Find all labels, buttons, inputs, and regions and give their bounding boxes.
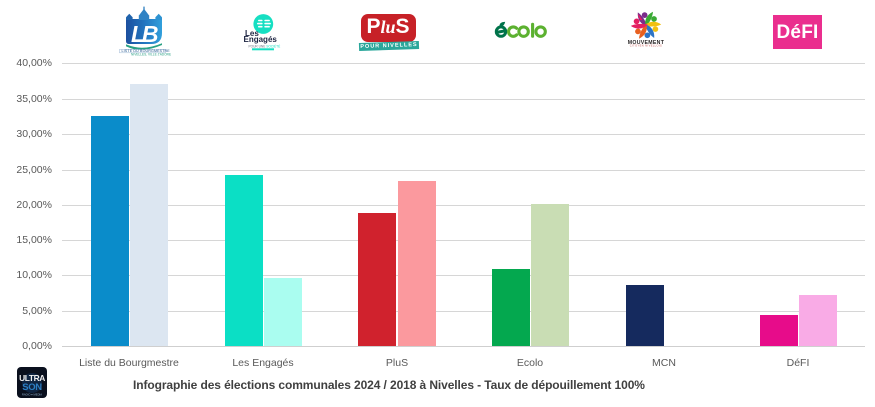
svg-text:POUR UNE SOCIÉTÉ: POUR UNE SOCIÉTÉ	[249, 43, 281, 48]
svg-text:LISTE DU BOURGMESTRE: LISTE DU BOURGMESTRE	[122, 49, 171, 53]
svg-text:RADIO ● MEDIA: RADIO ● MEDIA	[22, 393, 42, 397]
svg-text:MOUVEMENT: MOUVEMENT	[628, 40, 665, 46]
svg-text:ULTRA: ULTRA	[19, 373, 45, 383]
svg-text:CITOYEN NIVELLOIS: CITOYEN NIVELLOIS	[630, 43, 662, 47]
svg-text:SON: SON	[22, 382, 42, 393]
svg-text:NIVELLES, VILLE J'ADORE: NIVELLES, VILLE J'ADORE	[131, 53, 171, 57]
svg-text:LB: LB	[131, 21, 158, 47]
svg-text:Engagés: Engagés	[244, 35, 278, 44]
svg-text:Les: Les	[245, 29, 259, 38]
